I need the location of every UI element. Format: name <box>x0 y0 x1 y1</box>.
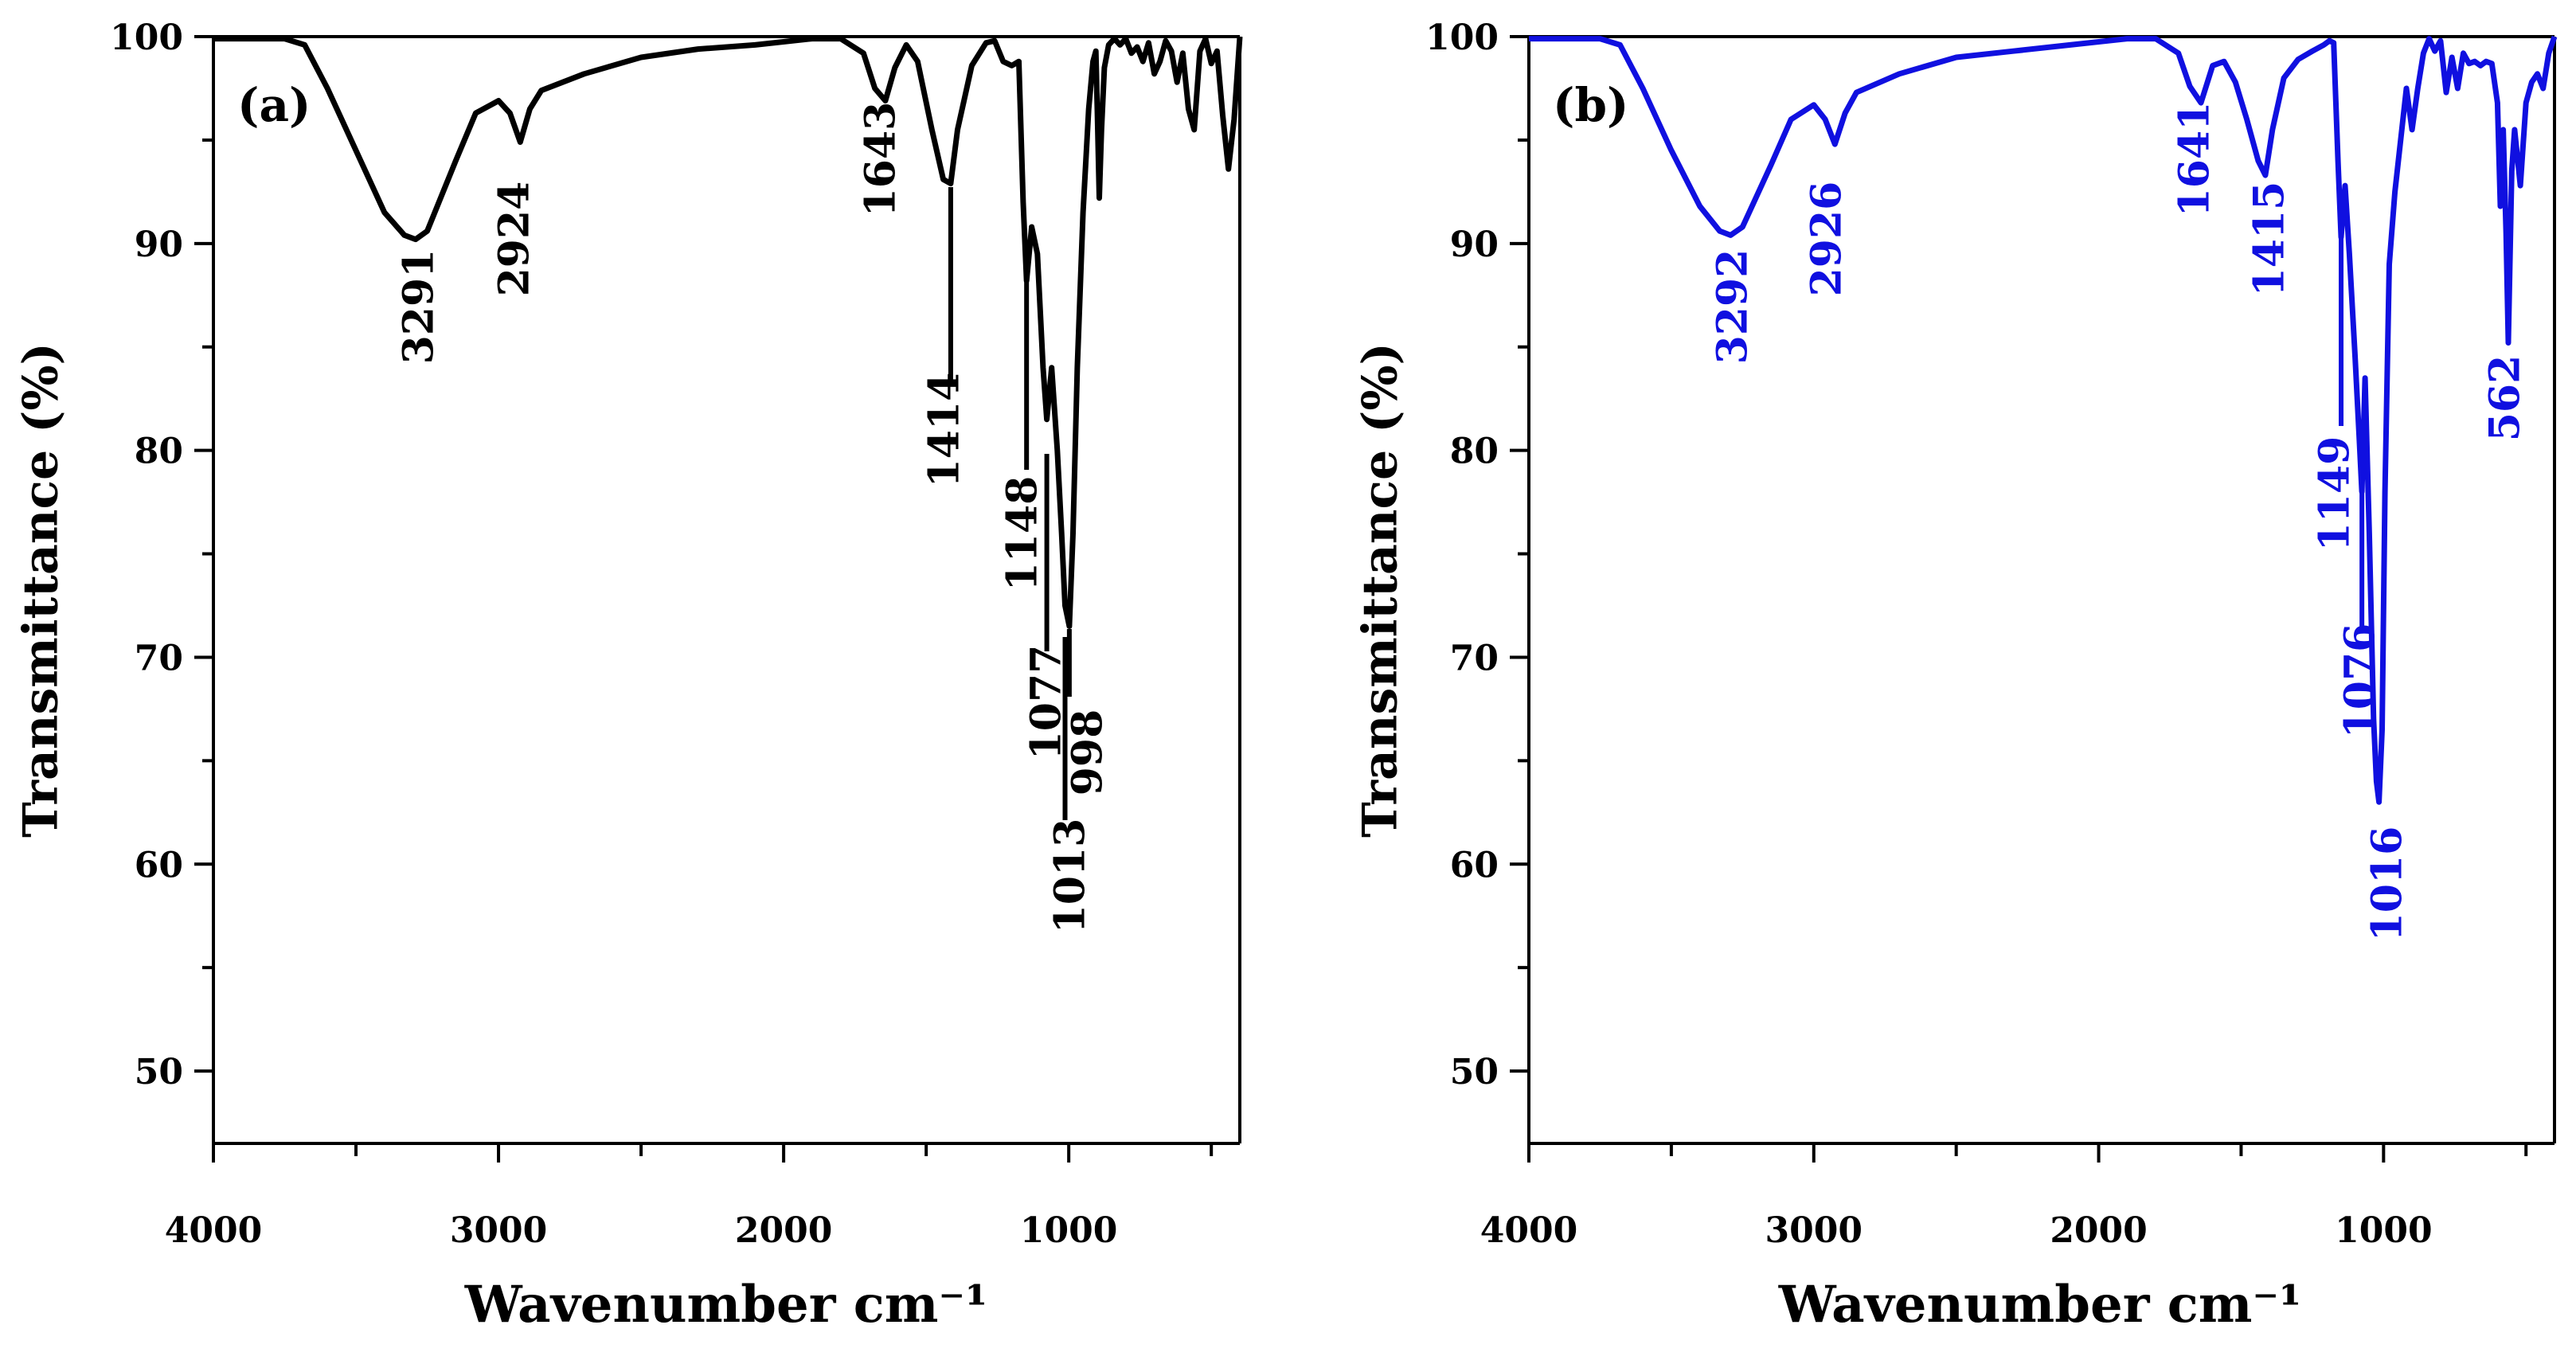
peak-label: 1415 <box>2246 182 2294 297</box>
peak-label: 1641 <box>2171 102 2219 217</box>
y-tick-label: 90 <box>135 225 183 265</box>
y-tick-label: 70 <box>1450 638 1499 678</box>
x-tick-label: 1000 <box>1020 1210 1117 1251</box>
spectrum-line <box>213 36 1243 629</box>
peak-label: 1149 <box>2311 436 2359 552</box>
peak-label: 3291 <box>395 249 444 365</box>
y-tick-label: 60 <box>1450 845 1499 885</box>
x-tick-label: 3000 <box>1765 1210 1863 1251</box>
panel-b-chart: 50 60 70 80 90 100 4000 3000 2000 1000 Wavenumber … <box>1353 18 2558 1335</box>
y-tick-label: 80 <box>1450 432 1499 472</box>
peak-label: 562 <box>2481 355 2530 442</box>
x-tick-label: 4000 <box>165 1210 262 1251</box>
peak-label: 3292 <box>1709 249 1757 365</box>
peak-label: 1013 <box>1046 819 1095 934</box>
peak-label: 2924 <box>491 182 539 297</box>
x-tick-label: 2000 <box>2050 1210 2147 1251</box>
y-tick-label: 50 <box>1450 1052 1499 1092</box>
x-tick-label: 2000 <box>735 1210 832 1251</box>
x-tick-label: 3000 <box>450 1210 547 1251</box>
y-tick-label: 100 <box>110 18 183 58</box>
peak-label: 2926 <box>1803 182 1851 297</box>
x-axis-title: Wavenumber cm⁻¹ <box>464 1275 987 1335</box>
peak-label: 1643 <box>857 102 905 217</box>
peak-label: 1076 <box>2336 623 2385 739</box>
x-tick-label: 4000 <box>1480 1210 1577 1251</box>
y-tick-label: 100 <box>1425 18 1499 58</box>
y-axis-title: Transmittance (%) <box>14 342 69 838</box>
peak-label: 1414 <box>921 373 969 488</box>
x-axis-title: Wavenumber cm⁻¹ <box>1778 1275 2301 1335</box>
y-tick-label: 60 <box>135 845 183 885</box>
peak-label: 1077 <box>1022 645 1071 760</box>
y-axis-title: Transmittance (%) <box>1353 342 1409 838</box>
peak-label: 998 <box>1064 709 1112 796</box>
peak-label: 1148 <box>999 476 1047 592</box>
spectrum-line <box>1529 35 2558 805</box>
y-tick-label: 50 <box>135 1052 183 1092</box>
y-tick-label: 90 <box>1450 225 1499 265</box>
y-tick-label: 70 <box>135 638 183 678</box>
peak-label: 1016 <box>2363 827 2412 942</box>
x-tick-label: 1000 <box>2335 1210 2432 1251</box>
panel-label: (a) <box>237 78 311 132</box>
panel-label: (b) <box>1553 78 1628 132</box>
panel-a-chart: 50 60 70 80 90 100 4000 3000 2000 1000 Wavenumber … <box>14 18 1243 1335</box>
y-tick-label: 80 <box>135 432 183 472</box>
